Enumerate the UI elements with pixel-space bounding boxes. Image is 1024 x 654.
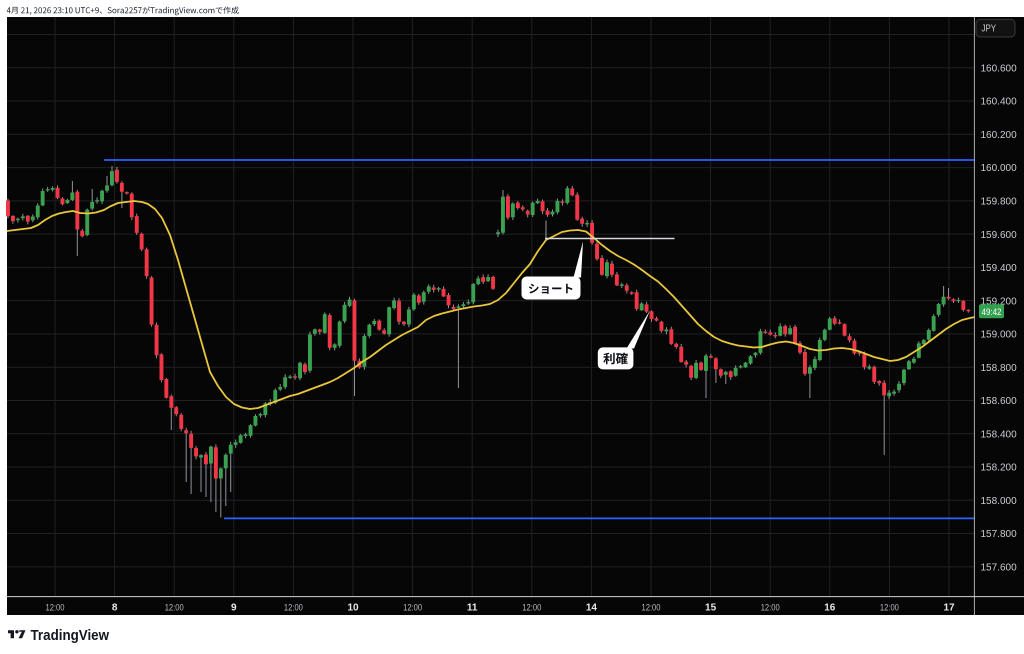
svg-text:159.000: 159.000 bbox=[981, 330, 1018, 341]
svg-text:159.200: 159.200 bbox=[981, 296, 1018, 307]
svg-text:11: 11 bbox=[467, 603, 478, 614]
svg-text:157.800: 157.800 bbox=[981, 529, 1018, 540]
svg-text:12:00: 12:00 bbox=[522, 603, 541, 614]
svg-text:160.000: 160.000 bbox=[981, 163, 1018, 174]
svg-text:159.600: 159.600 bbox=[981, 230, 1018, 241]
svg-text:12:00: 12:00 bbox=[165, 603, 184, 614]
svg-text:12:00: 12:00 bbox=[46, 603, 65, 614]
svg-text:15: 15 bbox=[705, 603, 717, 614]
svg-text:10: 10 bbox=[347, 603, 359, 614]
svg-text:JPY: JPY bbox=[982, 24, 997, 35]
svg-text:160.200: 160.200 bbox=[981, 130, 1018, 141]
svg-text:49:42: 49:42 bbox=[982, 307, 1002, 318]
svg-text:159.400: 159.400 bbox=[981, 263, 1018, 274]
svg-text:TradingView: TradingView bbox=[31, 627, 110, 644]
svg-text:157.600: 157.600 bbox=[981, 563, 1018, 574]
svg-text:8: 8 bbox=[112, 603, 118, 614]
svg-text:158.800: 158.800 bbox=[981, 363, 1018, 374]
svg-text:12:00: 12:00 bbox=[642, 603, 661, 614]
svg-text:160.600: 160.600 bbox=[981, 63, 1018, 74]
svg-text:158.400: 158.400 bbox=[981, 429, 1018, 440]
svg-text:12:00: 12:00 bbox=[761, 603, 780, 614]
svg-text:14: 14 bbox=[586, 603, 598, 614]
svg-text:159.800: 159.800 bbox=[981, 197, 1018, 208]
svg-text:160.400: 160.400 bbox=[981, 97, 1018, 108]
svg-text:12:00: 12:00 bbox=[880, 603, 899, 614]
svg-text:16: 16 bbox=[824, 603, 836, 614]
svg-text:158.000: 158.000 bbox=[981, 496, 1018, 507]
svg-text:12:00: 12:00 bbox=[284, 603, 303, 614]
svg-text:9: 9 bbox=[231, 603, 237, 614]
svg-text:158.200: 158.200 bbox=[981, 463, 1018, 474]
svg-text:158.600: 158.600 bbox=[981, 396, 1018, 407]
svg-text:12:00: 12:00 bbox=[403, 603, 422, 614]
svg-text:17: 17 bbox=[943, 603, 955, 614]
